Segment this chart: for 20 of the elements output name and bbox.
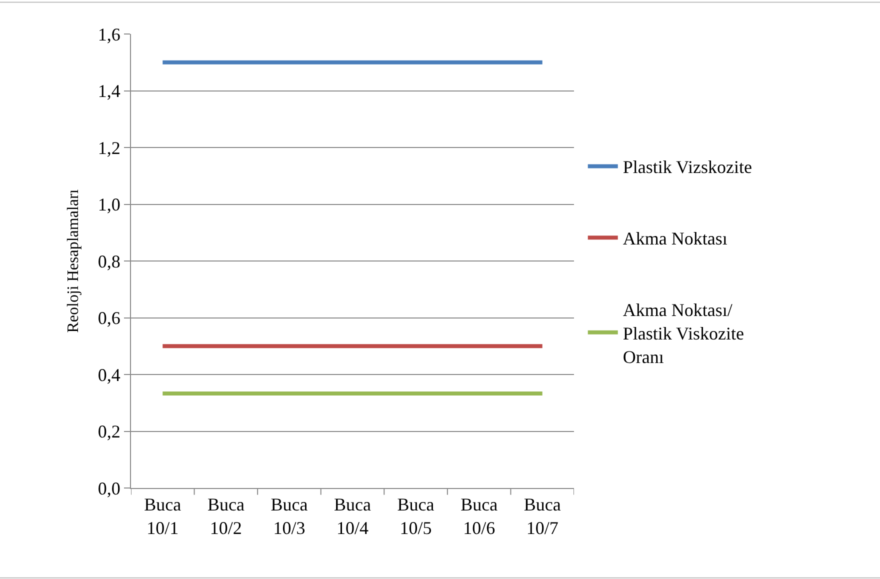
y-tick-label: 1,2 [98,138,120,158]
y-tick-label: 0,6 [98,308,120,328]
x-tick-label: Buca 10/4 [334,494,372,538]
y-tick-label: 0,8 [98,251,120,272]
x-tick-label: Buca 10/2 [207,494,244,538]
y-tick-label: 1,4 [98,81,120,102]
y-tick-label: 1,6 [98,24,120,44]
y-tick-label: 1,0 [98,194,120,215]
y-axis-title: Reoloji Hesaplamaları [64,188,82,333]
y-tick-label: 0,0 [98,478,120,498]
x-tick-label: Buca 10/1 [144,494,182,538]
x-tick-label: Buca 10/3 [270,494,308,538]
x-tick-label: Buca 10/7 [524,494,561,538]
legend-label: Plastik Vizskozite [622,157,752,178]
legend-label: Akma Noktası [622,228,728,249]
y-tick-label: 0,2 [98,422,120,442]
x-tick-label: Buca 10/6 [460,494,498,538]
y-tick-label: 0,4 [98,364,120,385]
legend-label: Akma Noktası/ Plastik Viskozite Oranı [622,300,744,367]
x-tick-label: Buca 10/5 [397,494,434,538]
